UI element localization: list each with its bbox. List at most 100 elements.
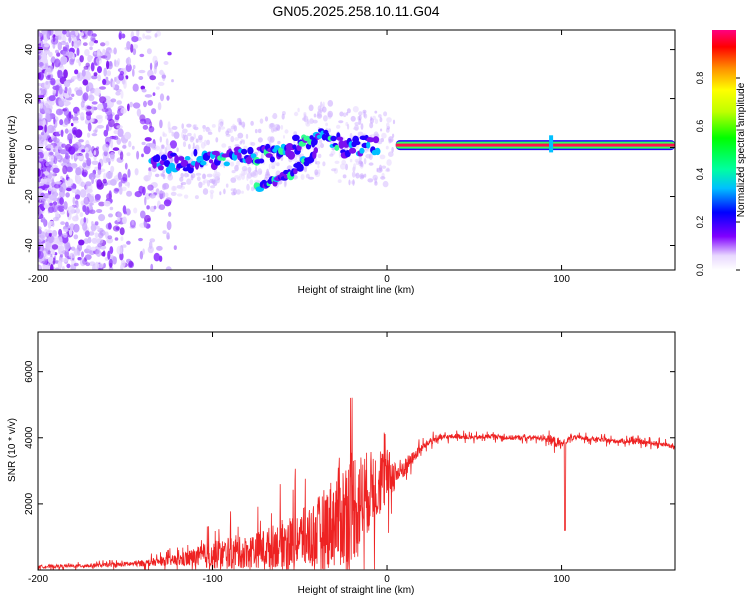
halo-speckle (368, 162, 374, 166)
halo-speckle (380, 176, 386, 180)
speckle (63, 69, 68, 79)
speckle (114, 188, 120, 192)
speckle (120, 90, 124, 99)
speckle (154, 33, 158, 38)
speckle (99, 96, 107, 104)
speckle (87, 132, 91, 138)
speckle (68, 34, 72, 44)
halo-speckle (251, 186, 254, 192)
halo-speckle (280, 125, 284, 130)
speckle (58, 86, 63, 95)
speckle (125, 208, 131, 216)
speckle (104, 115, 108, 120)
speckle (58, 65, 65, 71)
speckle (146, 205, 150, 210)
speckle (80, 181, 86, 188)
main-trace-blob (330, 135, 337, 142)
speckle (46, 31, 51, 40)
speckle (43, 193, 50, 199)
halo-speckle (209, 189, 215, 194)
speckle (62, 232, 68, 238)
speckle (39, 62, 45, 67)
halo-speckle (187, 132, 192, 137)
halo-speckle (305, 120, 311, 127)
speckle (163, 199, 172, 207)
halo-speckle (367, 178, 374, 183)
speckle (54, 58, 61, 68)
halo-speckle (161, 145, 164, 149)
speckle (47, 251, 51, 256)
speckle (97, 263, 104, 269)
halo-speckle (162, 131, 165, 137)
halo-speckle (246, 183, 250, 191)
speckle (63, 80, 71, 88)
halo-speckle (225, 130, 230, 135)
speckle (112, 80, 116, 89)
speckle (90, 62, 95, 72)
speckle (40, 231, 46, 241)
speckle (54, 145, 58, 155)
speckle (97, 243, 103, 248)
speckle (114, 60, 120, 68)
speckle (122, 173, 128, 182)
halo-speckle (276, 124, 281, 131)
speckle (85, 262, 90, 267)
snr-marks (38, 397, 675, 570)
halo-speckle (196, 176, 201, 182)
speckle (171, 79, 174, 83)
speckle (139, 118, 147, 125)
speckle (55, 154, 63, 160)
halo-speckle (349, 132, 353, 140)
speckle (52, 137, 57, 143)
x-tick-label: -200 (28, 274, 48, 285)
speckle (76, 47, 80, 57)
speckle (83, 65, 89, 70)
speckle (122, 244, 127, 248)
halo-speckle (369, 122, 374, 129)
halo-speckle (297, 107, 300, 113)
main-trace-blob (155, 154, 161, 163)
halo-speckle (370, 116, 373, 121)
speckle (73, 234, 79, 240)
secondary-trace-blob (293, 168, 298, 175)
speckle (128, 140, 132, 148)
halo-speckle (352, 179, 355, 186)
speckle (38, 139, 43, 144)
speckle (169, 140, 177, 149)
halo-speckle (363, 173, 367, 178)
speckle (96, 52, 101, 57)
x-tick-label: 0 (384, 274, 390, 285)
speckle (94, 237, 100, 245)
speckle (90, 223, 97, 232)
speckle (95, 114, 103, 120)
main-trace-blob (157, 165, 164, 171)
main-trace-blob (336, 136, 344, 141)
colorbar-gradient (712, 30, 736, 270)
speckle (65, 152, 69, 160)
halo-speckle (234, 164, 239, 172)
speckle (59, 245, 65, 252)
speckle (69, 58, 75, 65)
halo-speckle (249, 179, 254, 185)
speckle (66, 187, 72, 192)
speckle (124, 131, 132, 140)
speckle (79, 55, 84, 63)
speckle (59, 197, 64, 205)
y-tick-label: 0 (24, 144, 35, 150)
y-tick-label: 20 (24, 93, 35, 105)
speckle (95, 249, 102, 257)
halo-speckle (181, 123, 184, 130)
halo-speckle (283, 180, 287, 188)
speckle (70, 163, 78, 168)
speckle (119, 227, 125, 236)
speckle (48, 95, 56, 102)
speckle (134, 168, 139, 176)
halo-speckle (205, 128, 212, 133)
speckle (64, 86, 68, 94)
speckle (38, 238, 42, 248)
halo-speckle (317, 153, 322, 159)
speckle (119, 70, 125, 76)
spectrogram-xlabel: Height of straight line (km) (298, 285, 415, 296)
speckle (93, 150, 97, 156)
speckle (68, 229, 73, 236)
